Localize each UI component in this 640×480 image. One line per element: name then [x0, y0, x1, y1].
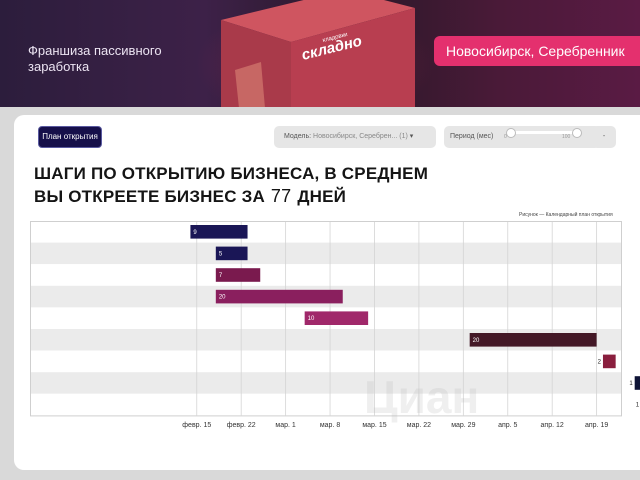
- gantt-row-bg: [30, 350, 622, 373]
- model-select[interactable]: Модель: Новосибирск, Серебрен... (1) ▾: [274, 126, 436, 148]
- task-bar[interactable]: [304, 311, 369, 325]
- extra-button[interactable]: -: [592, 126, 616, 148]
- title-line-2-pre: ВЫ ОТКРЕЕТЕ БИЗНЕС ЗА: [34, 187, 265, 206]
- task-duration-label: 10: [308, 316, 315, 322]
- task-bar[interactable]: [634, 376, 640, 390]
- plan-card: План открытия Модель: Новосибирск, Сереб…: [14, 115, 640, 470]
- task-duration-label: 9: [193, 230, 197, 236]
- task-duration-label: 20: [473, 338, 480, 344]
- date-tick-label: мар. 8: [319, 422, 341, 430]
- title-line-2-post: ДНЕЙ: [297, 187, 347, 206]
- task-bar[interactable]: [602, 354, 616, 369]
- model-value: Новосибирск, Серебрен... (1): [313, 133, 408, 140]
- hero-tagline: Франшиза пассивного заработка: [28, 43, 162, 74]
- task-duration-label: 20: [219, 295, 226, 301]
- period-label: Период (мес): [450, 133, 494, 140]
- title-line-1: ШАГИ ПО ОТКРЫТИЮ БИЗНЕСА, В СРЕДНЕМ: [34, 164, 429, 183]
- task-duration-label: 2: [598, 359, 602, 365]
- slider-min-handle[interactable]: [506, 128, 516, 138]
- date-tick-label: мар. 15: [362, 422, 387, 430]
- page-title: ШАГИ ПО ОТКРЫТИЮ БИЗНЕСА, В СРЕДНЕМ ВЫ О…: [34, 162, 428, 208]
- date-tick-label: февр. 15: [182, 422, 212, 430]
- date-tick-label: мар. 22: [406, 422, 432, 430]
- model-label: Модель:: [284, 133, 312, 140]
- period-slider[interactable]: [506, 128, 582, 138]
- gantt-row-bg: [30, 221, 622, 243]
- title-line-2: ВЫ ОТКРЕЕТЕ БИЗНЕС ЗА 77 ДНЕЙ: [34, 185, 428, 208]
- period-control: Период (мес) 0 100: [444, 126, 600, 148]
- hero-banner: Франшиза пассивного заработка кладовки с…: [0, 0, 640, 107]
- days-count: 77: [270, 186, 292, 206]
- gantt-row-bg: [30, 393, 622, 416]
- date-tick-label: мар. 1: [275, 422, 296, 430]
- gantt-plot: 9 5 7 20 10 20 2 1 1: [30, 221, 640, 417]
- watermark: Циан: [364, 371, 480, 423]
- task-bar[interactable]: [215, 268, 261, 282]
- task-bar[interactable]: [215, 289, 343, 304]
- date-tick-label: апр. 12: [540, 422, 564, 430]
- box-image: кладовки склaдно: [221, 0, 415, 107]
- date-tick-label: апр. 19: [584, 422, 609, 430]
- gantt-row-bg: [30, 264, 622, 286]
- gantt-row-bg: [30, 242, 622, 265]
- gantt-row-bg: [30, 372, 622, 394]
- date-tick-label: мар. 29: [451, 422, 476, 430]
- task-duration-label: 1: [629, 381, 633, 387]
- chart-caption: Рисунок — Календарный план открытия: [519, 212, 613, 218]
- task-duration-label: 1: [636, 403, 640, 409]
- slider-max-value: 100: [562, 134, 571, 140]
- chevron-down-icon: ▾: [409, 133, 414, 140]
- task-bar[interactable]: [190, 225, 248, 239]
- slider-min-value: 0: [504, 134, 507, 140]
- task-bar[interactable]: [469, 333, 597, 347]
- slider-max-handle[interactable]: [572, 128, 582, 138]
- plan-button[interactable]: План открытия: [38, 126, 102, 148]
- task-bar[interactable]: [215, 246, 248, 261]
- task-duration-label: 7: [219, 273, 223, 279]
- task-duration-label: 5: [219, 251, 223, 257]
- city-button[interactable]: Новосибирск, Серебренник: [434, 36, 640, 66]
- gantt-frame: [30, 221, 622, 417]
- date-tick-label: апр. 5: [498, 422, 518, 430]
- date-tick-label: февр. 22: [226, 422, 256, 430]
